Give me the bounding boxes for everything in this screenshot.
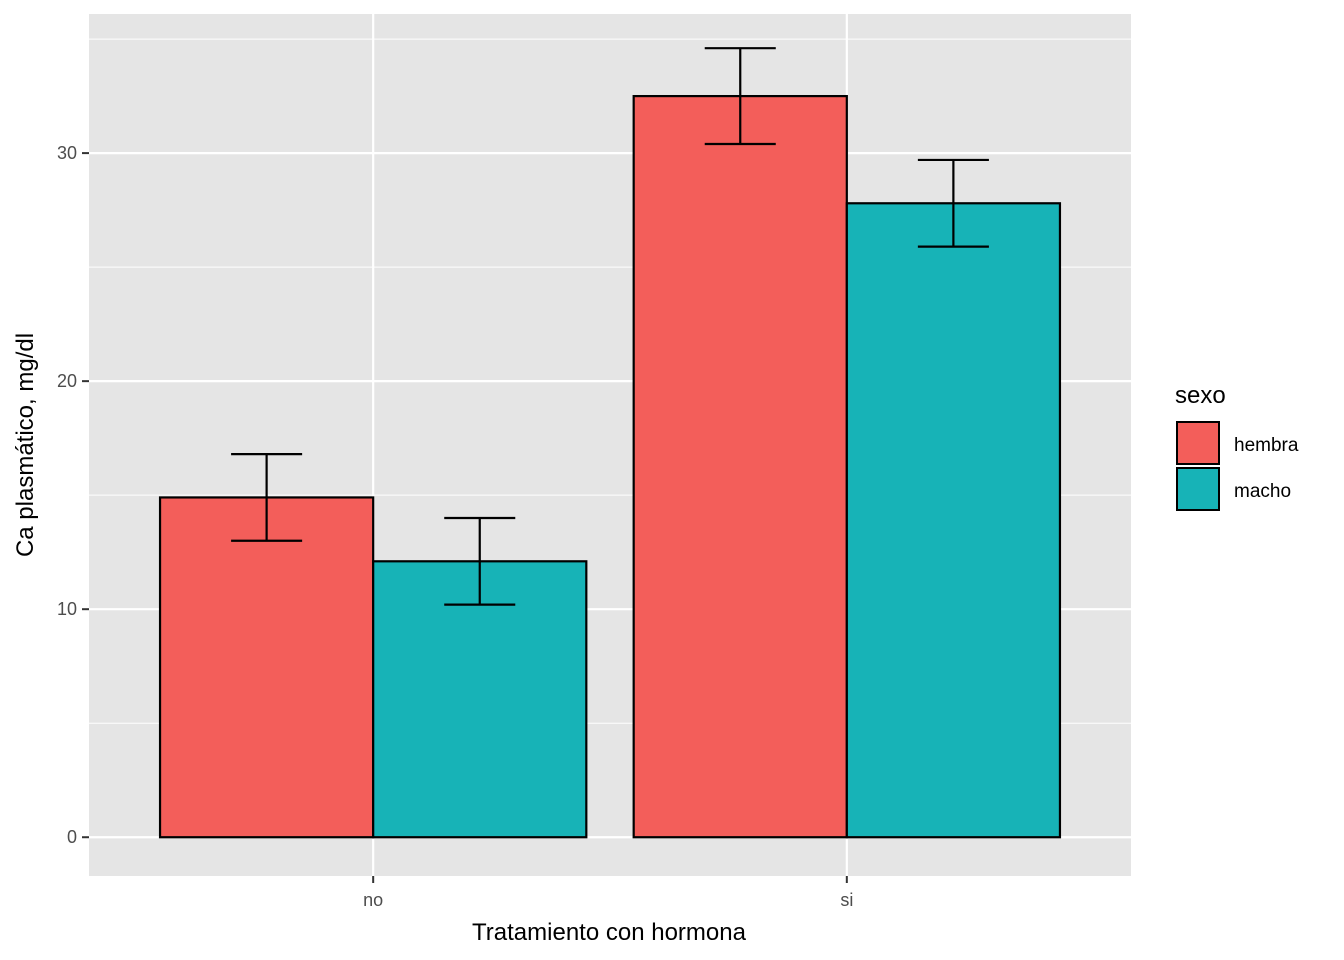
y-tick-label: 30	[57, 143, 77, 163]
y-tick-label: 10	[57, 599, 77, 619]
legend-title: sexo	[1175, 382, 1226, 409]
x-axis-title: Tratamiento con hormona	[472, 919, 747, 946]
y-tick-label: 0	[67, 827, 77, 847]
x-tick-label: si	[840, 890, 853, 910]
y-axis-title: Ca plasmático, mg/dl	[12, 333, 39, 557]
legend: sexo hembra macho	[1175, 382, 1299, 511]
legend-key-hembra	[1176, 421, 1220, 465]
x-tick-label: no	[363, 890, 383, 910]
legend-label-hembra: hembra	[1234, 435, 1299, 456]
legend-key-macho	[1176, 467, 1220, 511]
bar-macho-no	[372, 560, 588, 839]
error-bars	[231, 47, 989, 606]
bar-hembra-si	[632, 94, 848, 839]
legend-label-macho: macho	[1234, 481, 1291, 502]
y-tick-label: 20	[57, 371, 77, 391]
bar-hembra-no	[158, 496, 375, 839]
bar-macho-si	[845, 202, 1062, 839]
bars	[158, 94, 1062, 839]
axes: 0 10 20 30 no si	[57, 143, 853, 910]
